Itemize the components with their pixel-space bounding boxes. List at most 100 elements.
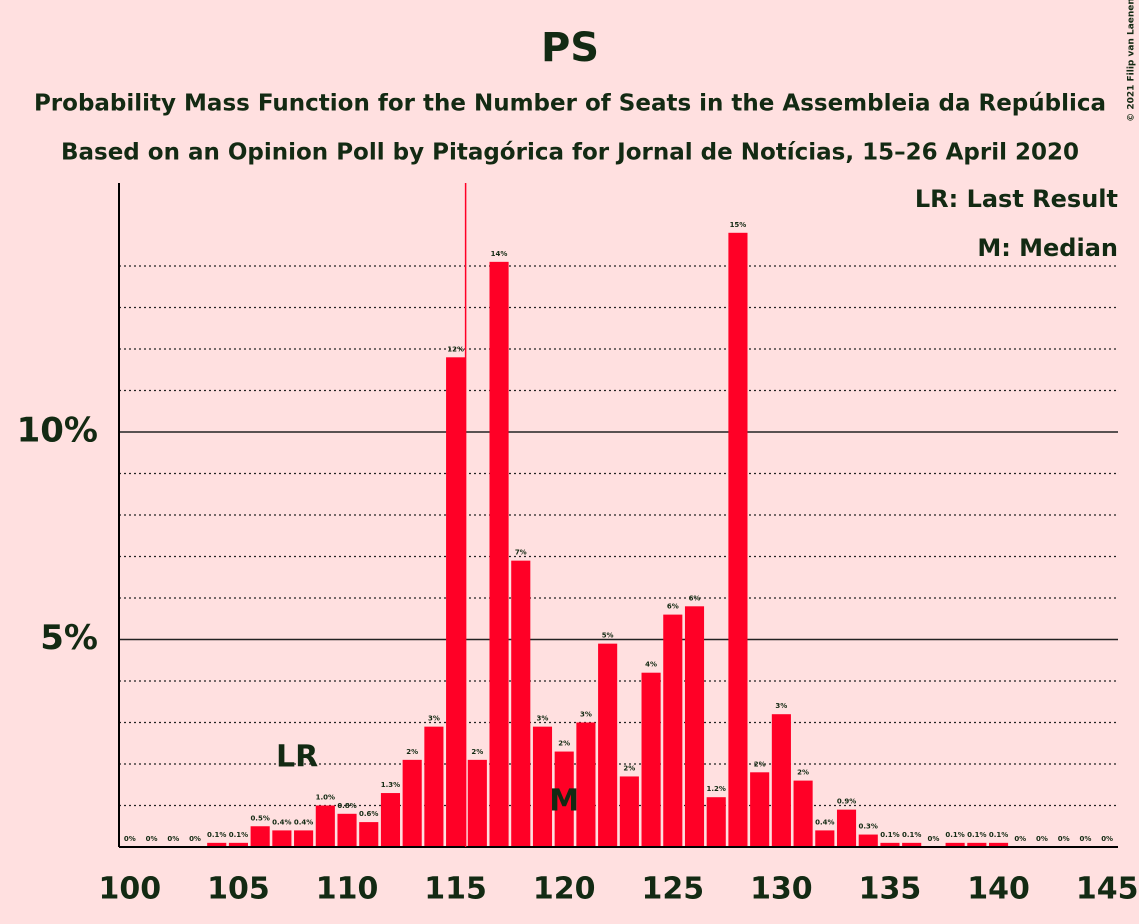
bar xyxy=(815,830,835,847)
value-label: 6% xyxy=(667,603,679,611)
median-label: M xyxy=(549,784,579,819)
value-label: 3% xyxy=(428,715,440,723)
bar xyxy=(532,726,553,847)
x-tick-label: 145 xyxy=(1076,872,1139,907)
value-label: 3% xyxy=(537,715,549,723)
bar xyxy=(380,793,401,847)
x-tick-label: 105 xyxy=(207,872,270,907)
bar xyxy=(446,357,466,847)
value-label: 0.4% xyxy=(272,818,291,826)
x-tick-label: 140 xyxy=(967,872,1030,907)
bar xyxy=(294,830,314,847)
value-label: 4% xyxy=(645,661,657,669)
value-label: 2% xyxy=(623,764,635,772)
value-label: 0.3% xyxy=(859,823,878,831)
x-tick-label: 110 xyxy=(316,872,379,907)
bar xyxy=(489,261,509,848)
bar xyxy=(641,672,661,847)
bar xyxy=(402,759,422,847)
value-label: 0% xyxy=(189,835,201,843)
bar xyxy=(945,842,965,847)
bar xyxy=(228,842,249,847)
bar xyxy=(728,232,748,848)
bar xyxy=(663,614,683,847)
value-label: 0% xyxy=(1079,835,1091,843)
value-label: 0.6% xyxy=(359,810,378,818)
value-label: 0% xyxy=(1058,835,1070,843)
x-tick-label: 115 xyxy=(424,872,487,907)
value-label: 2% xyxy=(471,748,483,756)
value-label: 2% xyxy=(406,748,418,756)
bar xyxy=(793,780,813,847)
value-label: 0.1% xyxy=(229,831,248,839)
x-tick-label: 120 xyxy=(533,872,596,907)
bar xyxy=(750,772,770,847)
chart-title: PS xyxy=(541,25,599,71)
value-label: 7% xyxy=(515,549,527,557)
value-label: 0.8% xyxy=(337,802,356,810)
x-tick-label: 130 xyxy=(750,872,813,907)
value-label: 0.1% xyxy=(880,831,899,839)
bar xyxy=(424,726,444,847)
copyright: © 2021 Filip van Laenen xyxy=(1127,0,1137,122)
bar xyxy=(511,560,531,847)
value-label: 0% xyxy=(927,835,939,843)
value-label: 0.9% xyxy=(837,798,856,806)
value-label: 0.4% xyxy=(294,818,313,826)
bar xyxy=(902,842,922,847)
bar xyxy=(684,606,705,847)
value-label: 14% xyxy=(491,250,508,258)
bar xyxy=(706,797,726,847)
bar xyxy=(598,643,618,847)
y-tick-label: 10% xyxy=(17,411,98,451)
bar xyxy=(619,776,639,847)
value-label: 1.0% xyxy=(316,794,335,802)
x-tick-label: 125 xyxy=(641,872,704,907)
value-label: 0% xyxy=(1101,835,1113,843)
value-label: 0.4% xyxy=(815,818,834,826)
bar xyxy=(554,751,574,847)
value-label: 0% xyxy=(124,835,136,843)
value-label: 0.1% xyxy=(967,831,986,839)
bar xyxy=(272,830,292,847)
bar xyxy=(880,842,900,847)
bar xyxy=(359,822,379,847)
value-label: 2% xyxy=(797,769,809,777)
value-label: 15% xyxy=(730,221,747,229)
value-label: 0.1% xyxy=(945,831,964,839)
value-label: 0% xyxy=(146,835,158,843)
bar xyxy=(858,834,878,847)
bar xyxy=(967,842,987,847)
legend-entry: LR: Last Result xyxy=(915,185,1118,213)
value-label: 12% xyxy=(447,345,464,353)
x-tick-label: 135 xyxy=(859,872,922,907)
bar xyxy=(988,842,1009,847)
value-label: 3% xyxy=(580,711,592,719)
value-label: 0.1% xyxy=(207,831,226,839)
value-label: 0% xyxy=(1014,835,1026,843)
x-tick-label: 100 xyxy=(99,872,162,907)
last-result-label: LR xyxy=(276,740,318,775)
y-tick-label: 5% xyxy=(40,618,98,658)
value-label: 1.3% xyxy=(381,781,400,789)
bar xyxy=(771,714,791,847)
bar xyxy=(207,842,227,847)
chart-subtitle: Probability Mass Function for the Number… xyxy=(34,91,1106,117)
bar xyxy=(576,722,596,847)
bar xyxy=(337,813,357,847)
value-label: 0.5% xyxy=(250,814,269,822)
value-label: 6% xyxy=(689,594,701,602)
legend-entry: M: Median xyxy=(977,234,1118,262)
value-label: 0% xyxy=(1036,835,1048,843)
value-label: 2% xyxy=(754,760,766,768)
bar xyxy=(467,759,487,847)
bar xyxy=(250,826,270,847)
value-label: 0% xyxy=(167,835,179,843)
value-label: 0.1% xyxy=(902,831,921,839)
bar xyxy=(315,805,335,847)
chart-subtitle: Based on an Opinion Poll by Pitagórica f… xyxy=(61,140,1079,166)
bar xyxy=(836,809,857,847)
value-label: 0.1% xyxy=(989,831,1008,839)
